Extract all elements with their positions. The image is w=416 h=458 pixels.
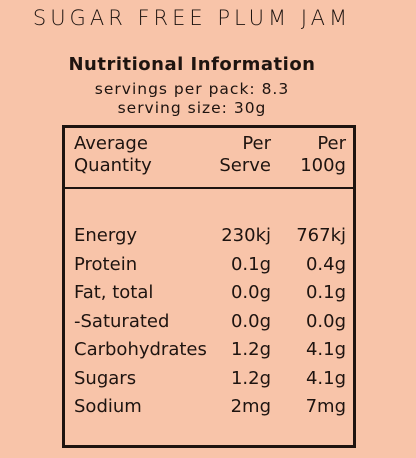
header-text: Quantity — [74, 155, 152, 176]
panel-heading: Nutritional Information — [68, 54, 316, 75]
nutrient-name: Fat, total — [74, 282, 154, 303]
header-text: Serve — [219, 155, 271, 176]
nutrient-value: 4.1g — [305, 339, 346, 360]
nutrient-value: 1.2g — [230, 339, 271, 360]
product-title: SUGAR FREE PLUM JAM — [32, 6, 352, 30]
header-separator — [65, 187, 353, 189]
nutrient-value: 0.1g — [305, 282, 346, 303]
nutrient-name: -Saturated — [74, 310, 170, 332]
nutrient-value: 0.1g — [230, 253, 271, 275]
nutrient-value: 0.4g — [305, 253, 346, 275]
nutrient-name: Energy — [74, 225, 138, 246]
table-border — [62, 125, 356, 448]
header-text: Average — [74, 133, 148, 154]
header-text: Per — [317, 133, 346, 154]
servings-per-pack: servings per pack: 8.3 — [94, 80, 290, 98]
nutrient-value: 230kj — [221, 225, 271, 246]
nutrient-value: 0.0g — [230, 282, 271, 303]
nutrient-name: Sugars — [74, 367, 137, 389]
serving-size: serving size: 30g — [117, 99, 267, 117]
header-text: Per — [242, 133, 271, 154]
nutrient-name: Protein — [74, 253, 138, 275]
nutrient-value: 1.2g — [230, 367, 271, 389]
nutrient-value: 4.1g — [305, 367, 346, 389]
nutrient-name: Carbohydrates — [74, 339, 207, 360]
nutrient-value: 2mg — [230, 396, 271, 417]
nutrient-value: 7mg — [305, 396, 346, 417]
nutrient-value: 0.0g — [230, 310, 271, 332]
header-text: 100g — [300, 155, 346, 176]
nutrient-value: 767kj — [296, 225, 346, 246]
nutrient-name: Sodium — [74, 396, 142, 417]
nutrient-value: 0.0g — [305, 310, 346, 332]
